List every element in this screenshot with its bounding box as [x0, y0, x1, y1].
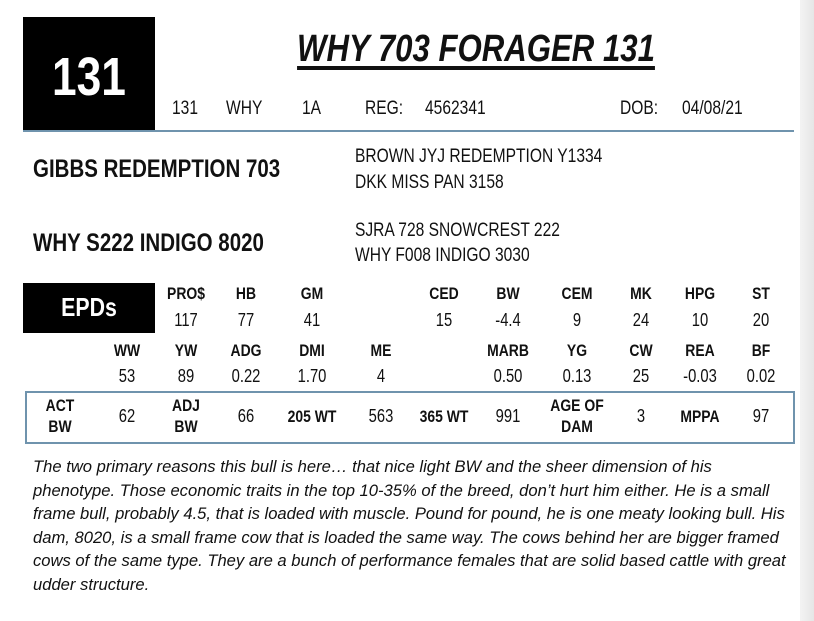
dob-label: DOB: — [620, 98, 659, 119]
performance-value: 66 — [237, 406, 255, 426]
epd-value: 0.50 — [493, 366, 523, 386]
epd-value: 89 — [177, 366, 195, 386]
performance-value: 97 — [752, 406, 770, 426]
epd-header: WW — [113, 341, 141, 360]
epd-header: REA — [685, 341, 715, 360]
lot-number: 131 — [52, 47, 126, 107]
epd-header: ADG — [230, 341, 262, 360]
animal-name-title: WHY 703 FORAGER 131 — [297, 28, 655, 70]
epd-header: HPG — [684, 284, 716, 303]
page-edge — [800, 0, 814, 621]
performance-label: 205 WT — [287, 407, 337, 426]
epd-header: MK — [630, 284, 652, 303]
epd-header: CED — [429, 284, 459, 303]
epd-value: 20 — [752, 310, 770, 330]
sire-dam: DKK MISS PAN 3158 — [355, 172, 504, 193]
tattoo: 131 — [172, 98, 198, 119]
animal-id: 1A — [302, 98, 322, 119]
performance-label: ADJ BW — [172, 396, 200, 436]
epd-value: 1.70 — [297, 366, 327, 386]
epd-header: MARB — [487, 341, 529, 360]
performance-label: ACT BW — [45, 396, 75, 436]
epd-header: DMI — [299, 341, 325, 360]
epd-value: 4 — [376, 366, 386, 386]
header-divider — [23, 130, 794, 132]
lot-comment: The two primary reasons this bull is her… — [33, 457, 786, 594]
performance-label: AGE OF DAM — [550, 396, 604, 436]
epd-value: 53 — [118, 366, 136, 386]
epd-header: BF — [751, 341, 771, 360]
epd-header: PRO$ — [167, 284, 205, 303]
epd-value: 15 — [435, 310, 453, 330]
epd-value: 25 — [632, 366, 650, 386]
sire: GIBBS REDEMPTION 703 — [33, 155, 281, 183]
epd-label: EPDs — [61, 292, 117, 322]
dam-dam: WHY F008 INDIGO 3030 — [355, 245, 530, 266]
epd-header: GM — [300, 284, 324, 303]
performance-value: 563 — [368, 406, 394, 426]
epd-header: YW — [174, 341, 198, 360]
epd-header: ME — [370, 341, 392, 360]
dob-value: 04/08/21 — [682, 98, 743, 119]
epd-value: 0.22 — [231, 366, 261, 386]
performance-label: MPPA — [680, 407, 720, 426]
epd-value: 0.02 — [746, 366, 776, 386]
epd-header: CW — [629, 341, 653, 360]
reg-number: 4562341 — [425, 98, 486, 119]
epd-value: 9 — [572, 310, 582, 330]
dam: WHY S222 INDIGO 8020 — [33, 229, 264, 257]
sire-sire: BROWN JYJ REDEMPTION Y1334 — [355, 146, 603, 167]
performance-value: 62 — [118, 406, 136, 426]
epd-header: BW — [496, 284, 520, 303]
performance-box — [25, 391, 795, 444]
epd-value: -0.03 — [683, 366, 717, 386]
epd-value: 10 — [691, 310, 709, 330]
performance-value: 3 — [636, 406, 646, 426]
epd-header: YG — [566, 341, 588, 360]
epd-value: 117 — [174, 310, 198, 330]
performance-value: 991 — [495, 406, 521, 426]
epd-value: 24 — [632, 310, 650, 330]
epd-value: -4.4 — [495, 310, 521, 330]
reg-label: REG: — [365, 98, 404, 119]
epd-header: CEM — [561, 284, 593, 303]
prefix: WHY — [226, 98, 263, 119]
epd-value: 0.13 — [562, 366, 592, 386]
epd-label-box — [23, 283, 155, 333]
lot-number-box — [23, 17, 155, 130]
epd-header: ST — [752, 284, 770, 303]
epd-value: 77 — [237, 310, 255, 330]
epd-header: HB — [235, 284, 257, 303]
performance-label: 365 WT — [419, 407, 469, 426]
epd-value: 41 — [303, 310, 321, 330]
dam-sire: SJRA 728 SNOWCREST 222 — [355, 220, 560, 241]
